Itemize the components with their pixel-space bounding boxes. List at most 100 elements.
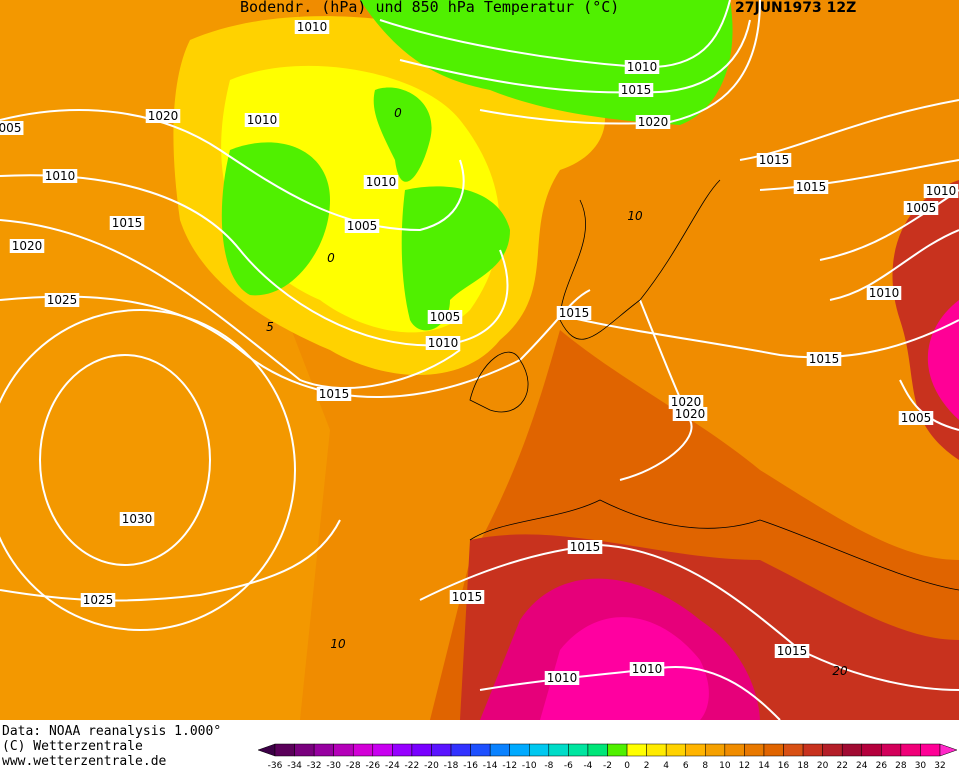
isobar: [819, 189, 959, 301]
isobar-label: 1010: [869, 286, 900, 300]
map-title: Bodendr. (hPa) und 850 hPa Temperatur (°…: [240, 0, 619, 16]
isobar-label-box: [9, 239, 45, 253]
colorbar-label: 14: [758, 761, 770, 770]
colorbar-label: -14: [483, 761, 498, 770]
footer-line: (C) Wetterzentrale: [2, 739, 143, 754]
colorbar-label: -28: [346, 761, 361, 770]
isobar-label: 1015: [796, 180, 827, 194]
colorbar-label: -10: [522, 761, 537, 770]
temperature-label: 10: [627, 209, 643, 223]
colorbar-label: 22: [836, 761, 847, 770]
isobar-label-box: [316, 387, 352, 401]
footer-line: Data: NOAA reanalysis 1.000°: [2, 724, 221, 739]
colorbar-label: 0: [624, 761, 630, 770]
isobar-label-box: [42, 169, 78, 183]
isobar-label: 1020: [671, 395, 702, 409]
colorbar-bin: [333, 743, 354, 757]
colorbar-bin: [920, 743, 941, 757]
colorbar-triangle: [939, 743, 958, 757]
coastline: [469, 179, 721, 413]
isobar-label: 1010: [627, 60, 658, 74]
colorbar-label: -6: [564, 761, 573, 770]
isobar-label-box: [898, 411, 934, 425]
colorbar-bin: [646, 743, 667, 757]
sahara-hottest: [540, 617, 709, 720]
isobar: [559, 314, 959, 359]
temperature-label: 0: [327, 251, 335, 265]
coastline: [469, 499, 959, 591]
isobar-label: 1015: [777, 644, 808, 658]
isobar-label: 1010: [926, 184, 957, 198]
isobar-label: 1010: [366, 175, 397, 189]
temperature-label: 0: [394, 106, 402, 120]
isobar: [379, 0, 731, 69]
isobar-label: 1015: [621, 83, 652, 97]
colorbar-label: -36: [268, 761, 283, 770]
isobar-label: 1010: [297, 20, 328, 34]
colorbar-label: 18: [797, 761, 809, 770]
colorbar-label: 32: [934, 761, 945, 770]
isobar-label: 1010: [45, 169, 76, 183]
isobar-label-box: [668, 395, 704, 409]
colorbar-bin: [372, 743, 393, 757]
isobar-label: 1010: [428, 336, 459, 350]
isobar: [0, 174, 509, 347]
isobar-label: 1025: [83, 593, 114, 607]
isobar-label-box: [44, 293, 80, 307]
isobar: [0, 219, 461, 390]
isobar-label-box: [363, 175, 399, 189]
colorbar-bin: [665, 743, 686, 757]
isobar-label: 1005: [901, 411, 932, 425]
colorbar-label: -26: [365, 761, 380, 770]
colorbar-bin: [548, 743, 569, 757]
colorbar-bin: [724, 743, 745, 757]
isobar-label-box: [80, 593, 116, 607]
colorbar-label: 2: [644, 761, 650, 770]
isobar-label: 005: [0, 121, 21, 135]
colorbar-bin: [705, 743, 726, 757]
colorbar-bin: [392, 743, 413, 757]
isobar-label-box: [629, 662, 665, 676]
isobar-label-box: [119, 512, 155, 526]
colorbar-bin: [861, 743, 882, 757]
colorbar-label: 10: [719, 761, 731, 770]
colorbar-bin: [509, 743, 530, 757]
colorbar-bin: [744, 743, 765, 757]
colorbar-bin: [763, 743, 784, 757]
colorbar-label: 6: [683, 761, 689, 770]
isobar-label-box: [425, 336, 461, 350]
iceland-cold: [401, 186, 510, 331]
isobar-label: 1010: [247, 113, 278, 127]
colorbar-label: 24: [856, 761, 868, 770]
colorbar-label: 26: [876, 761, 888, 770]
isobar: [0, 519, 341, 602]
temperature-label: 20: [832, 664, 848, 678]
colorbar-bin: [411, 743, 432, 757]
isobar-label-box: [567, 540, 603, 554]
colorbar-bin: [431, 743, 452, 757]
isobar-label: 1015: [559, 306, 590, 320]
isobar-label: 1020: [148, 109, 179, 123]
colorbar-bin: [274, 743, 295, 757]
isobar-label-box: [294, 20, 330, 34]
colorbar-bin: [489, 743, 510, 757]
isobar-label-box: [903, 201, 939, 215]
colorbar-bin: [881, 743, 902, 757]
colorbar-label: -4: [583, 761, 592, 770]
isobar: [39, 354, 211, 566]
isobar-label: 1030: [122, 512, 153, 526]
isobar-label-box: [109, 216, 145, 230]
isobar-label-box: [624, 60, 660, 74]
colorbar-label: 4: [663, 761, 669, 770]
isobar-label-box: [244, 113, 280, 127]
colorbar-label: -18: [444, 761, 459, 770]
colorbar-label: -20: [424, 761, 439, 770]
isobar-label: 1025: [47, 293, 78, 307]
isobar-label: 1005: [430, 310, 461, 324]
isobar-label: 1020: [675, 407, 706, 421]
colorbar-label: -22: [405, 761, 420, 770]
isobar-label-box: [923, 184, 959, 198]
isobar-label-box: [556, 306, 592, 320]
colorbar-bin: [294, 743, 315, 757]
